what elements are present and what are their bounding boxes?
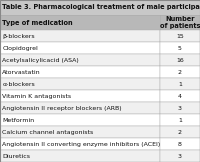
Text: 16: 16 bbox=[176, 58, 184, 63]
Text: 8: 8 bbox=[178, 142, 182, 147]
Text: Atorvastatin: Atorvastatin bbox=[2, 70, 41, 75]
Text: Angiotensin II receptor blockers (ARB): Angiotensin II receptor blockers (ARB) bbox=[2, 106, 122, 111]
Text: 3: 3 bbox=[178, 106, 182, 111]
Text: 4: 4 bbox=[178, 94, 182, 99]
Bar bbox=[160, 90, 200, 102]
Bar bbox=[160, 54, 200, 66]
Text: α-blockers: α-blockers bbox=[2, 82, 35, 87]
Text: Number
of patients: Number of patients bbox=[160, 16, 200, 29]
Bar bbox=[0, 42, 160, 54]
Text: Acetylsalicylicacid (ASA): Acetylsalicylicacid (ASA) bbox=[2, 58, 79, 63]
Text: Clopidogrel: Clopidogrel bbox=[2, 46, 38, 51]
Bar bbox=[160, 78, 200, 90]
Bar bbox=[0, 54, 160, 66]
Bar bbox=[0, 90, 160, 102]
Bar bbox=[0, 138, 160, 150]
Bar bbox=[0, 0, 200, 15]
Bar bbox=[0, 30, 160, 42]
Text: 1: 1 bbox=[178, 82, 182, 87]
Text: Metformin: Metformin bbox=[2, 118, 35, 123]
Bar bbox=[0, 126, 160, 138]
Text: Calcium channel antagonists: Calcium channel antagonists bbox=[2, 130, 94, 135]
Text: 1: 1 bbox=[178, 118, 182, 123]
Text: Angiotensin II converting enzyme inhibitors (ACEI): Angiotensin II converting enzyme inhibit… bbox=[2, 142, 161, 147]
Bar bbox=[0, 66, 160, 78]
Text: 2: 2 bbox=[178, 130, 182, 135]
Bar bbox=[160, 150, 200, 162]
Bar bbox=[0, 78, 160, 90]
Bar bbox=[160, 30, 200, 42]
Bar bbox=[160, 66, 200, 78]
Text: 5: 5 bbox=[178, 46, 182, 51]
Bar bbox=[160, 15, 200, 30]
Bar bbox=[160, 102, 200, 114]
Bar bbox=[160, 114, 200, 126]
Bar bbox=[0, 150, 160, 162]
Text: Table 3. Pharmacological treatment of male participants: Table 3. Pharmacological treatment of ma… bbox=[2, 4, 200, 11]
Bar bbox=[0, 114, 160, 126]
Bar bbox=[160, 126, 200, 138]
Text: Vitamin K antagonists: Vitamin K antagonists bbox=[2, 94, 72, 99]
Bar bbox=[160, 42, 200, 54]
Text: 3: 3 bbox=[178, 154, 182, 158]
Text: 15: 15 bbox=[176, 34, 184, 39]
Text: Type of medication: Type of medication bbox=[2, 20, 73, 26]
Bar bbox=[160, 138, 200, 150]
Text: β-blockers: β-blockers bbox=[2, 34, 35, 39]
Text: Diuretics: Diuretics bbox=[2, 154, 30, 158]
Bar bbox=[0, 102, 160, 114]
Text: 2: 2 bbox=[178, 70, 182, 75]
Bar bbox=[0, 15, 160, 30]
